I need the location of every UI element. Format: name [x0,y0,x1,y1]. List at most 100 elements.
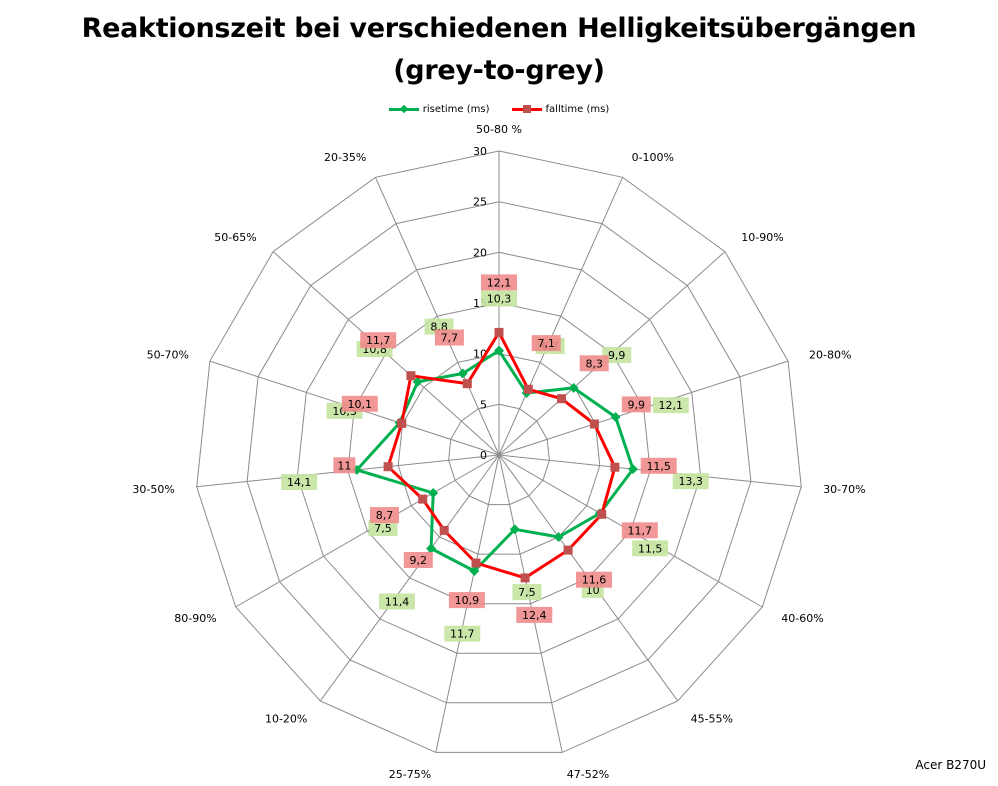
grid-spoke [235,454,500,608]
risetime-label-box [632,540,669,557]
falltime-label-box [370,507,399,524]
falltime-marker [557,394,566,404]
falltime-marker [610,462,620,472]
legend: risetime (ms) falltime (ms) [0,100,998,118]
risetime-data-label: 7,5 [374,522,392,535]
falltime-marker [494,327,504,337]
falltime-marker [406,371,416,381]
falltime-marker [397,418,407,428]
legend-item-risetime: risetime (ms) [388,100,490,118]
falltime-data-label: 11,6 [582,574,607,587]
falltime-data-label: 10,1 [348,398,373,411]
falltime-label-box [621,522,658,539]
falltime-marker [523,384,533,394]
category-label: 80-90% [174,612,216,625]
grid-spoke [498,454,563,753]
risetime-label-box [368,520,398,536]
category-label: 20-80% [809,348,851,361]
radial-tick-label: 20 [473,246,487,259]
chart-title: Reaktionszeit bei verschiedenen Helligke… [0,8,998,92]
category-label: 50-80 % [476,123,522,136]
falltime-data-label: 7,1 [537,337,555,350]
grid-ring [296,251,702,654]
risetime-data-label: 10,3 [487,293,512,306]
grid-ring [347,302,651,605]
grid-ring [196,150,802,753]
falltime-data-label: 11,5 [646,460,671,473]
legend-label-risetime: risetime (ms) [422,103,490,115]
category-label: 50-65% [214,231,256,244]
falltime-label-box [434,329,464,346]
legend-swatch-falltime [511,103,542,115]
risetime-label-box [672,473,709,490]
risetime-marker [509,524,520,535]
falltime-label-box [640,457,677,474]
falltime-data-label: 11,7 [366,334,391,347]
falltime-marker [520,573,530,583]
category-label: 40-60% [781,612,823,625]
falltime-label-box [403,552,433,568]
category-label: 47-52% [567,768,609,781]
falltime-data-label: 10,9 [455,594,480,607]
falltime-marker [597,509,607,519]
falltime-label-box [621,396,651,413]
risetime-label-box [602,347,632,364]
falltime-label-box [531,335,561,352]
radial-tick-label: 0 [480,449,487,462]
legend-swatch-risetime [388,103,419,115]
risetime-marker [568,382,579,393]
grid-ring [448,403,550,506]
risetime-marker [628,464,638,475]
category-label: 45-55% [691,713,733,726]
category-label: 0-100% [632,151,674,164]
risetime-marker [553,532,564,542]
falltime-label-box [576,571,612,588]
grid-spoke [374,177,500,456]
risetime-data-label: 13,3 [678,475,703,488]
radial-tick-label: 5 [480,398,487,411]
falltime-data-label: 11,7 [628,524,653,537]
chart-subtitle: (grey-to-grey) [393,55,605,86]
risetime-label-box [281,474,318,490]
series-line-falltime [386,330,617,580]
grid-spoke [319,454,500,702]
risetime-marker [426,543,437,554]
risetime-data-label: 14,1 [287,476,312,489]
falltime-marker [383,462,393,472]
falltime-label-box [448,592,485,609]
falltime-data-label: 11 [337,459,351,472]
falltime-label-box [360,332,397,349]
risetime-data-label: 9,9 [608,349,626,362]
category-label: 20-35% [324,151,366,164]
category-label: 10-90% [741,231,783,244]
risetime-marker [457,368,468,379]
grid-ring [397,353,601,555]
risetime-marker [469,566,480,576]
falltime-marker [439,525,449,535]
chart-title-line1: Reaktionszeit bei verschiedenen Helligke… [81,13,917,44]
grid-ring [246,201,752,704]
falltime-marker [418,494,428,504]
radial-tick-label: 25 [473,196,487,209]
falltime-data-label: 12,1 [487,276,512,289]
category-label: 30-50% [132,483,174,496]
falltime-data-label: 8,3 [585,357,603,370]
risetime-label-box [379,593,415,610]
falltime-data-label: 7,7 [441,332,459,345]
falltime-marker [563,545,573,555]
risetime-marker [428,488,439,498]
falltime-label-box [516,606,553,623]
falltime-data-label: 9,2 [410,554,428,567]
radial-tick-label: 30 [473,145,487,158]
risetime-data-label: 7,5 [518,586,536,599]
risetime-marker [610,412,621,423]
legend-item-falltime: falltime (ms) [511,100,610,118]
risetime-label-box [481,290,517,307]
category-label: 10-20% [265,713,307,726]
risetime-data-label: 12,1 [659,399,684,412]
watermark: Acer B270U [915,758,986,772]
series-line-risetime [355,349,635,573]
legend-label-falltime: falltime (ms) [545,103,610,115]
falltime-marker [471,558,481,568]
